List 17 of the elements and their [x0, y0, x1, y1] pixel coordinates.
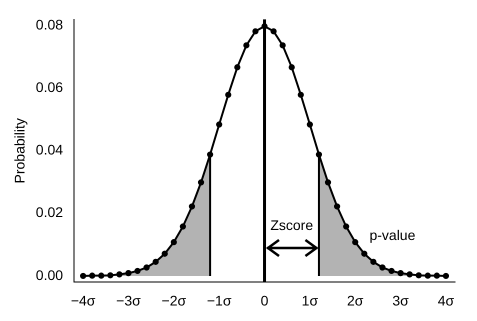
annotation: Zscore — [270, 216, 314, 233]
x-tick-label: −2σ — [162, 292, 186, 308]
x-tick-label: −1σ — [206, 292, 232, 308]
x-tick-label: 3σ — [392, 292, 410, 308]
y-tick-label: 0.06 — [36, 79, 64, 96]
y-tick-label: 0.08 — [36, 16, 64, 33]
x-tick-label: 2σ — [347, 292, 364, 308]
y-tick-label: 0.04 — [36, 142, 64, 158]
y-tick-label: 0.02 — [36, 204, 64, 220]
x-tick-label: 4σ — [438, 292, 454, 308]
x-tick-label: 1σ — [302, 292, 318, 308]
y-axis-title: Probability — [11, 118, 28, 184]
x-tick-label: −3σ — [116, 292, 142, 308]
x-tick-label: 0 — [260, 292, 269, 308]
y-tick-label: 0.00 — [36, 266, 64, 283]
x-tick-label: −4σ — [70, 292, 96, 308]
annotation: p-value — [369, 226, 416, 243]
